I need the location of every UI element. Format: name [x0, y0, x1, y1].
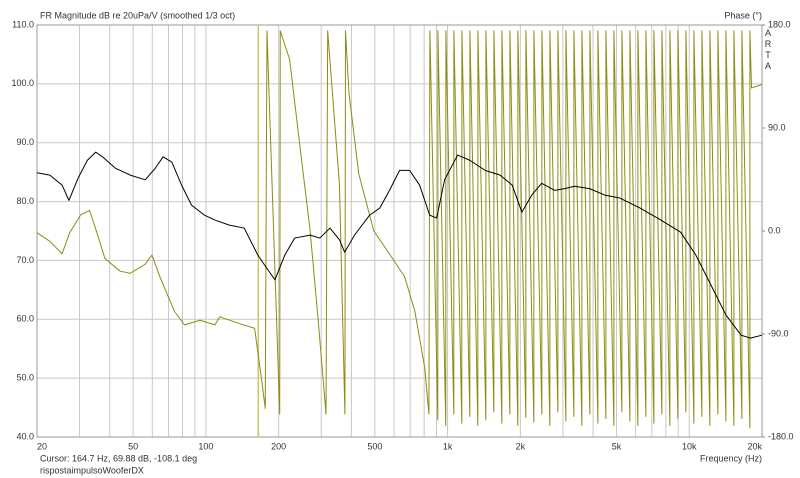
y-tick-label: 70.0 — [16, 255, 34, 265]
y-tick-label: 40.0 — [16, 431, 34, 441]
x-tick-label: 500 — [367, 441, 382, 451]
y-tick-label: 80.0 — [16, 196, 34, 206]
y-tick-label: 90.0 — [16, 137, 34, 147]
x-tick-label: 5k — [612, 441, 622, 451]
brand: ARTA — [763, 28, 773, 72]
x-tick-label: 200 — [271, 441, 286, 451]
y2-tick-label: 90.0 — [768, 122, 786, 132]
x-tick-label: 50 — [128, 441, 138, 451]
y2-tick-label: -90.0 — [768, 328, 789, 338]
x-tick-label: 1k — [443, 441, 453, 451]
y2-tick-label: 180.0 — [768, 19, 791, 29]
x-tick-label: 100 — [198, 441, 213, 451]
y2-tick-label: 0.0 — [768, 225, 781, 235]
y-tick-label: 60.0 — [16, 314, 34, 324]
series-line — [36, 30, 763, 429]
plot-frame — [36, 24, 763, 438]
x-tick-label: 2k — [516, 441, 526, 451]
y-tick-label: 110.0 — [12, 19, 34, 29]
y-tick-label: 100.0 — [11, 78, 34, 88]
y2-tick-label: -180.0 — [768, 431, 794, 441]
file-name: rispostaimpulsoWooferDX — [40, 465, 144, 475]
series-line — [36, 151, 763, 339]
chart-title: FR Magnitude dB re 20uPa/V (smoothed 1/3… — [40, 10, 235, 20]
x-tick-label: 20k — [747, 441, 762, 451]
x-tick-label: 20 — [37, 441, 47, 451]
cursor-readout: Cursor: 164.7 Hz, 69.88 dB, -108.1 deg — [40, 453, 197, 463]
x-tick-label: 10k — [682, 441, 697, 451]
x-axis-title: Frequency (Hz) — [700, 453, 762, 463]
y2-axis-title: Phase (°) — [724, 10, 762, 20]
y-tick-label: 50.0 — [16, 373, 34, 383]
